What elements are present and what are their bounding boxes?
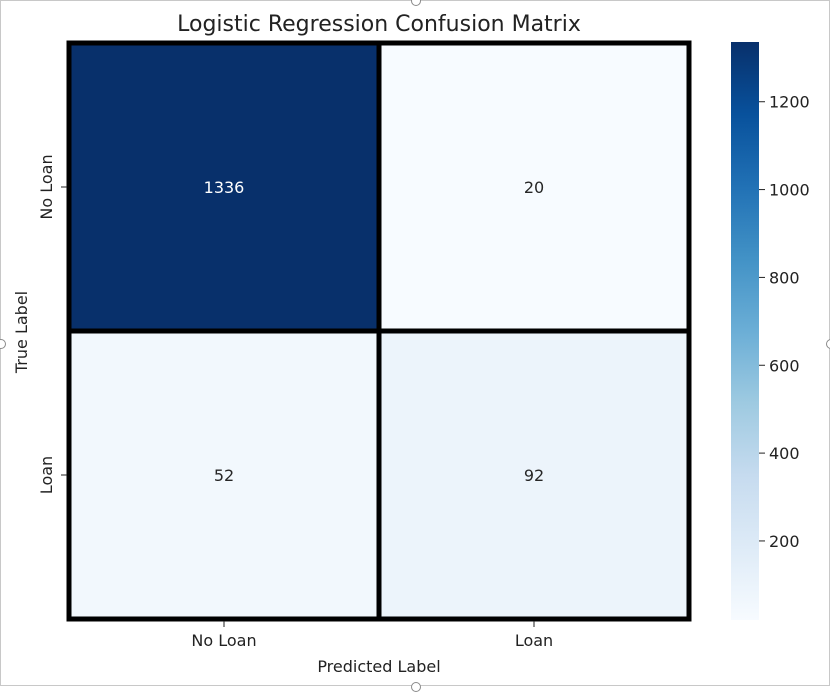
colorbar-tick-label: 400 xyxy=(769,444,800,463)
heatmap-cell-1-0 xyxy=(66,328,382,622)
x-axis-label: Predicted Label xyxy=(317,657,440,676)
colorbar-tick-label: 800 xyxy=(769,268,800,287)
colorbar-tick-label: 1200 xyxy=(769,93,810,112)
cell-value-label: 20 xyxy=(524,178,544,197)
heatmap-cell-labels: 1336 20 52 92 xyxy=(204,178,545,485)
chart-title: Logistic Regression Confusion Matrix xyxy=(177,12,581,37)
cell-value-label: 1336 xyxy=(204,178,245,197)
colorbar-tick-label: 600 xyxy=(769,356,800,375)
colorbar-tick-label: 1000 xyxy=(769,181,810,200)
x-tick-label: No Loan xyxy=(191,631,256,650)
colorbar xyxy=(731,42,759,620)
y-axis-label: True Label xyxy=(12,291,31,374)
resize-handle-top[interactable] xyxy=(411,0,421,6)
cell-value-label: 52 xyxy=(214,466,234,485)
x-tick-label: Loan xyxy=(515,631,553,650)
y-tick-label: No Loan xyxy=(37,154,56,219)
x-axis-ticks: No Loan Loan xyxy=(191,621,553,650)
y-tick-label: Loan xyxy=(37,456,56,494)
heatmap-cells xyxy=(66,40,692,622)
resize-handle-left[interactable] xyxy=(0,339,6,349)
colorbar-tick-label: 200 xyxy=(769,532,800,551)
y-axis-ticks: No Loan Loan xyxy=(37,154,67,494)
heatmap-cell-1-1 xyxy=(376,328,692,622)
heatmap-cell-0-1 xyxy=(376,40,692,334)
cell-value-label: 92 xyxy=(524,466,544,485)
resize-handle-right[interactable] xyxy=(826,339,830,349)
colorbar-ticks: 200 400 600 800 1000 1200 xyxy=(759,93,810,551)
